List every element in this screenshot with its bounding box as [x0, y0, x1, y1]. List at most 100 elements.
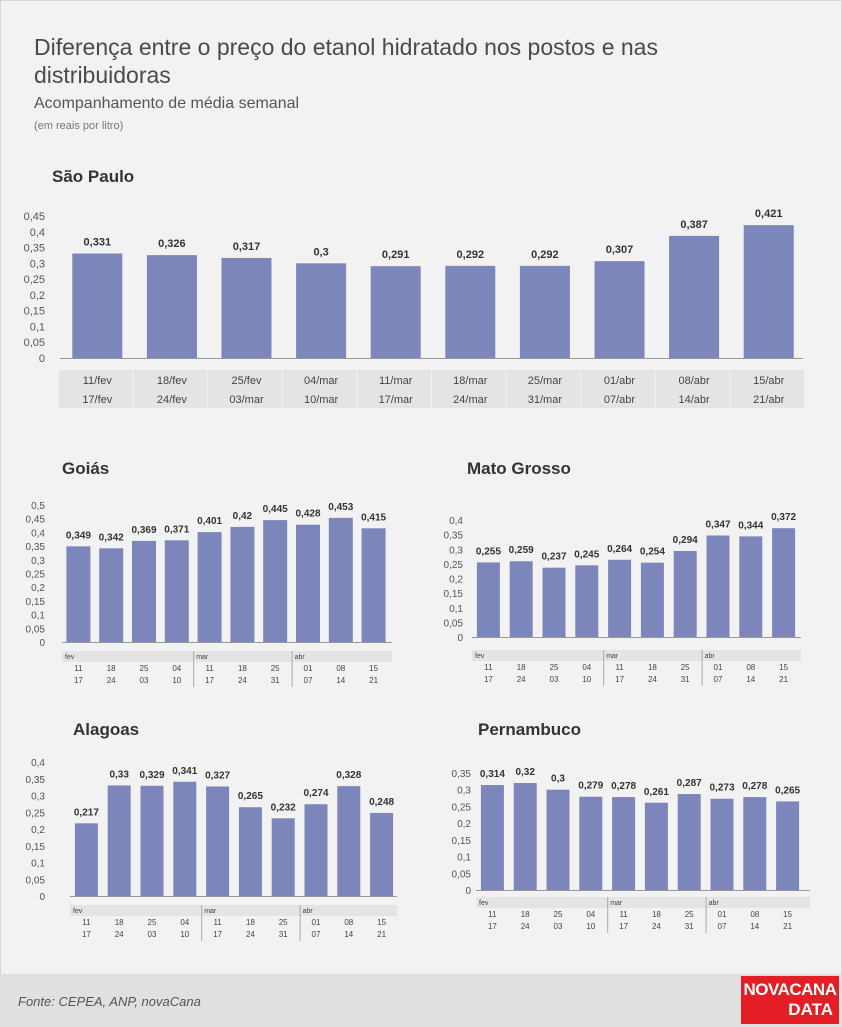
day-top-mato-grosso-0: 11 [484, 663, 493, 672]
bar-alagoas-9 [370, 812, 394, 896]
day-bottom-goias-9: 21 [369, 676, 378, 685]
bar-label-alagoas-0: 0,217 [74, 807, 99, 818]
ytick-pernambuco-3: 0,15 [452, 836, 472, 847]
bar-sao-paulo-4 [370, 266, 421, 358]
day-bottom-alagoas-6: 31 [279, 930, 288, 939]
day-top-alagoas-6: 25 [279, 918, 288, 927]
page-title: Diferença entre o preço do etanol hidrat… [34, 34, 658, 88]
bar-label-mato-grosso-9: 0,372 [771, 512, 796, 523]
day-bottom-pernambuco-7: 07 [718, 922, 727, 931]
day-top-goias-4: 11 [205, 664, 214, 673]
ytick-alagoas-6: 0,3 [31, 792, 45, 803]
day-top-mato-grosso-9: 15 [779, 663, 788, 672]
day-bottom-mato-grosso-9: 21 [779, 675, 788, 684]
day-top-pernambuco-8: 08 [750, 910, 759, 919]
bar-label-sao-paulo-9: 0,421 [755, 208, 783, 220]
day-bottom-alagoas-9: 21 [377, 930, 386, 939]
bar-goias-2 [132, 540, 156, 642]
bar-alagoas-8 [337, 786, 361, 896]
date-cell-sao-paulo-4 [357, 370, 431, 408]
day-bottom-goias-0: 17 [74, 676, 83, 685]
bar-sao-paulo-1 [146, 255, 197, 358]
day-bottom-pernambuco-6: 31 [685, 922, 694, 931]
bar-label-sao-paulo-6: 0,292 [531, 249, 559, 261]
ytick-goias-8: 0,4 [31, 528, 45, 539]
day-top-mato-grosso-8: 08 [746, 663, 755, 672]
bar-goias-0 [66, 546, 91, 642]
bar-label-alagoas-6: 0,232 [271, 802, 296, 813]
ytick-sao-paulo-0: 0 [39, 353, 45, 365]
day-bottom-alagoas-5: 24 [246, 930, 255, 939]
date-cell-sao-paulo-1 [133, 370, 208, 408]
chart-title-pernambuco: Pernambuco [478, 720, 581, 739]
day-bottom-alagoas-3: 10 [180, 930, 189, 939]
bar-label-sao-paulo-7: 0,307 [606, 244, 634, 256]
bar-label-pernambuco-2: 0,3 [551, 774, 565, 785]
ytick-goias-2: 0,1 [31, 611, 45, 622]
bar-label-alagoas-1: 0,33 [109, 769, 129, 780]
date-bottom-sao-paulo-8: 14/abr [678, 394, 710, 406]
bar-mato-grosso-6 [673, 551, 697, 637]
bar-label-goias-2: 0,369 [131, 525, 156, 536]
date-top-sao-paulo-4: 11/mar [379, 375, 413, 387]
bar-sao-paulo-3 [296, 263, 347, 358]
day-bottom-alagoas-0: 17 [82, 930, 91, 939]
date-top-sao-paulo-7: 01/abr [604, 375, 636, 387]
date-bottom-sao-paulo-2: 03/mar [229, 394, 264, 406]
day-top-pernambuco-7: 01 [718, 910, 727, 919]
bar-sao-paulo-6 [519, 265, 570, 358]
day-top-goias-7: 01 [304, 664, 313, 673]
month-band-mato-grosso [472, 650, 801, 661]
ytick-mato-grosso-2: 0,1 [449, 604, 463, 615]
day-bottom-alagoas-7: 07 [312, 930, 321, 939]
bar-label-sao-paulo-8: 0,387 [680, 219, 708, 231]
month-band-alagoas [70, 905, 397, 916]
bar-label-sao-paulo-0: 0,331 [84, 237, 112, 249]
bar-label-goias-5: 0,42 [233, 511, 253, 522]
day-top-goias-6: 25 [271, 664, 280, 673]
day-top-pernambuco-9: 15 [783, 910, 792, 919]
bar-label-pernambuco-0: 0,314 [480, 769, 505, 780]
bar-alagoas-4 [206, 786, 230, 896]
chart-title-alagoas: Alagoas [73, 720, 140, 739]
ytick-sao-paulo-5: 0,25 [24, 274, 45, 286]
footer: Fonte: CEPEA, ANP, novaCana [0, 974, 842, 1027]
day-top-mato-grosso-7: 01 [714, 663, 723, 672]
bar-label-alagoas-7: 0,274 [303, 788, 328, 799]
bar-sao-paulo-5 [445, 265, 496, 358]
bar-label-mato-grosso-5: 0,254 [640, 547, 665, 558]
bar-label-sao-paulo-5: 0,292 [457, 249, 485, 261]
chart-title-goias: Goiás [62, 459, 110, 478]
bar-goias-8 [328, 517, 353, 642]
ytick-goias-10: 0,5 [31, 501, 45, 512]
day-bottom-pernambuco-4: 17 [619, 922, 628, 931]
bar-label-goias-8: 0,453 [328, 502, 353, 513]
bar-mato-grosso-9 [772, 528, 796, 637]
ytick-mato-grosso-5: 0,25 [444, 560, 464, 571]
day-bottom-goias-4: 17 [205, 676, 214, 685]
month-label-goias-0: fev [65, 654, 75, 661]
bar-label-mato-grosso-1: 0,259 [509, 545, 534, 556]
date-cell-sao-paulo-5 [432, 370, 506, 408]
day-top-goias-2: 25 [140, 664, 149, 673]
ytick-goias-1: 0,05 [26, 624, 46, 635]
day-bottom-mato-grosso-5: 24 [648, 675, 657, 684]
bar-pernambuco-8 [743, 797, 767, 890]
day-top-pernambuco-2: 25 [554, 910, 563, 919]
ytick-sao-paulo-8: 0,4 [30, 227, 45, 239]
month-band-pernambuco [476, 897, 810, 908]
day-bottom-mato-grosso-1: 24 [517, 675, 526, 684]
month-label-pernambuco-1: mar [610, 900, 623, 907]
day-top-alagoas-7: 01 [312, 918, 321, 927]
ytick-pernambuco-6: 0,3 [457, 786, 471, 797]
ytick-alagoas-0: 0 [39, 892, 45, 903]
logo-line-1: NOVACANA [743, 980, 837, 999]
bar-label-sao-paulo-1: 0,326 [158, 238, 186, 250]
month-label-alagoas-0: fev [73, 908, 83, 915]
bar-label-goias-4: 0,401 [197, 516, 222, 527]
day-bottom-pernambuco-3: 10 [586, 922, 595, 931]
day-bottom-mato-grosso-8: 14 [746, 675, 755, 684]
date-bottom-sao-paulo-7: 07/abr [604, 394, 636, 406]
month-label-alagoas-1: mar [204, 908, 217, 915]
day-top-goias-3: 04 [172, 664, 181, 673]
